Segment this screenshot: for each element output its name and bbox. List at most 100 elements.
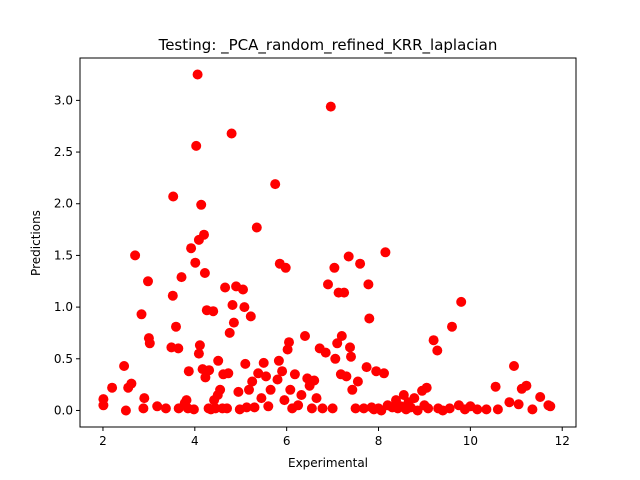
data-point [428, 335, 439, 346]
data-point [173, 343, 184, 354]
data-point [332, 338, 343, 349]
data-point [190, 257, 201, 268]
x-tick-label: 4 [191, 434, 199, 448]
data-point [98, 400, 109, 411]
data-point [223, 368, 234, 379]
data-point [188, 404, 199, 415]
data-point [363, 279, 374, 290]
data-point [249, 402, 260, 413]
data-point [339, 287, 350, 298]
data-point [325, 101, 336, 112]
data-point [409, 393, 420, 404]
data-point [352, 376, 363, 387]
plot-frame [79, 57, 577, 428]
data-point [330, 353, 341, 364]
data-point [144, 338, 155, 349]
data-point [320, 347, 331, 358]
data-point [343, 251, 354, 262]
data-point [261, 371, 271, 382]
data-point [380, 247, 391, 258]
data-point [247, 376, 258, 387]
data-point [192, 69, 203, 80]
data-point [191, 140, 202, 151]
y-tick-label: 2.0 [54, 197, 73, 211]
data-point [327, 403, 338, 414]
data-point [222, 403, 232, 414]
data-point [350, 403, 361, 414]
data-point [244, 384, 254, 395]
data-point [238, 284, 248, 295]
data-point [253, 368, 264, 379]
data-point [167, 290, 178, 301]
x-tick-label: 8 [375, 434, 383, 448]
data-point [199, 268, 210, 278]
data-point [293, 400, 304, 411]
data-point [364, 313, 375, 324]
data-point [492, 404, 503, 415]
data-point [160, 403, 171, 414]
data-point [311, 393, 322, 404]
data-point [186, 243, 197, 254]
data-point [317, 403, 328, 414]
data-point [196, 199, 207, 210]
x-tick-label: 10 [463, 434, 478, 448]
data-point [119, 361, 130, 371]
data-point [284, 337, 294, 348]
y-axis: 0.0 0.5 1.0 1.5 2.0 2.5 3.0 [54, 93, 80, 417]
data-point [336, 331, 347, 341]
data-point [256, 393, 267, 404]
data-point [296, 390, 307, 400]
data-point [309, 375, 320, 386]
data-point [168, 191, 179, 202]
data-point [306, 403, 317, 414]
data-point [361, 362, 372, 373]
data-point [251, 222, 262, 233]
data-point [398, 390, 409, 400]
data-point [208, 306, 219, 317]
data-point [545, 401, 556, 412]
data-point [447, 321, 457, 332]
data-point [258, 357, 269, 368]
y-tick-label: 0.0 [54, 403, 73, 417]
data-point [215, 384, 226, 395]
data-point [224, 327, 235, 338]
data-point [300, 331, 310, 341]
data-point [527, 404, 538, 415]
data-point [233, 386, 244, 397]
data-point [490, 381, 501, 392]
data-point [341, 371, 352, 382]
data-point [412, 405, 423, 416]
data-point [289, 369, 300, 380]
x-tick-label: 2 [99, 434, 107, 448]
data-point [265, 384, 276, 395]
data-point [481, 404, 492, 415]
data-point [421, 382, 432, 393]
data-point [241, 402, 252, 413]
data-point [444, 403, 455, 414]
data-point [138, 403, 149, 414]
data-point [204, 365, 215, 376]
data-point [371, 366, 382, 377]
y-tick-label: 3.0 [54, 93, 73, 107]
data-point [152, 401, 163, 412]
data-point [176, 272, 187, 283]
data-point [329, 262, 340, 273]
data-point [183, 366, 194, 377]
data-point [513, 399, 524, 410]
data-point [240, 358, 251, 369]
data-point [423, 403, 434, 414]
data-point [279, 395, 290, 406]
data-point [239, 302, 250, 313]
data-point [346, 351, 356, 362]
data-point [107, 382, 118, 393]
data-point [139, 393, 150, 404]
data-point [143, 276, 153, 287]
data-point [270, 179, 281, 190]
data-point [245, 311, 256, 322]
y-tick-label: 1.0 [54, 300, 73, 314]
data-point [456, 296, 467, 307]
data-point [193, 348, 204, 359]
data-point [228, 317, 239, 328]
data-point [509, 361, 519, 371]
